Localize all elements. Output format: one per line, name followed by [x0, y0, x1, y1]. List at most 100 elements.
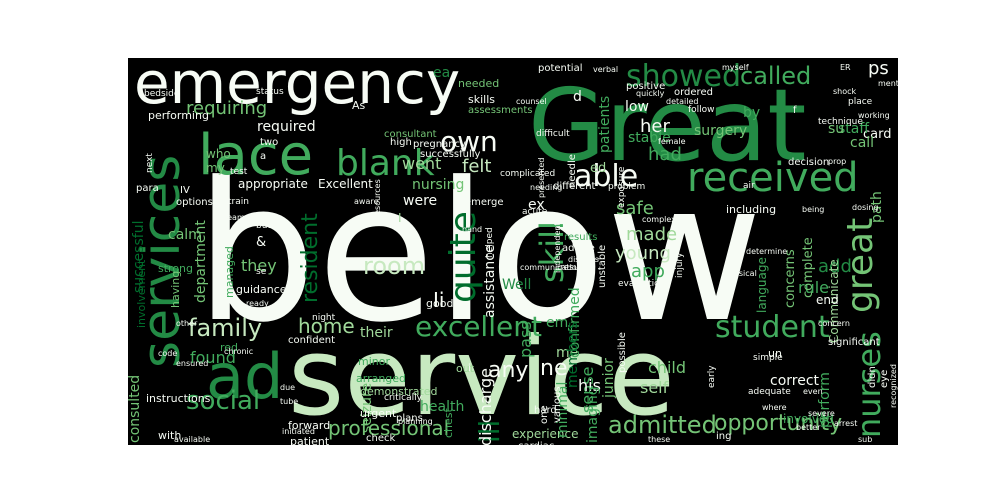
cloud-word: emerge: [465, 197, 504, 208]
cloud-word: next: [145, 153, 155, 173]
cloud-word: positive: [626, 81, 666, 92]
cloud-word: possible: [617, 332, 628, 373]
cloud-word: add: [818, 256, 852, 277]
cloud-word: se: [256, 267, 267, 277]
cloud-word: severe: [808, 409, 835, 418]
cloud-word: including: [726, 203, 777, 216]
cloud-word: high: [390, 137, 412, 148]
cloud-word: complicated: [500, 169, 556, 179]
cloud-word: one: [539, 405, 550, 424]
cloud-word: went: [402, 154, 442, 173]
cloud-word: un: [768, 347, 782, 360]
cloud-word: service: [288, 315, 675, 440]
cloud-word: needing: [530, 183, 563, 192]
cloud-word: safe: [616, 198, 654, 219]
cloud-word: where: [762, 403, 787, 412]
cloud-word: ps: [868, 58, 889, 79]
cloud-word: own: [440, 125, 498, 158]
cloud-word: admitted: [608, 411, 717, 439]
cloud-word: mental: [878, 79, 898, 88]
cloud-word: check: [366, 433, 396, 444]
cloud-word: a: [260, 151, 267, 162]
cloud-word: simple: [753, 353, 783, 363]
cloud-word: chronic: [224, 347, 254, 356]
cloud-word: forward: [288, 419, 331, 432]
cloud-word: call: [850, 135, 875, 151]
cloud-word: ensured: [176, 359, 209, 368]
cloud-word: two: [260, 137, 279, 148]
cloud-word: felt: [462, 156, 492, 177]
cloud-word: consulted: [128, 374, 143, 443]
cloud-word: managed: [223, 246, 236, 298]
cloud-word: confident: [288, 335, 336, 346]
cloud-word: arrest: [834, 419, 858, 428]
cloud-word: injury: [675, 252, 685, 278]
cloud-word: demonstrated: [360, 385, 438, 398]
cloud-word: staff: [838, 121, 870, 137]
cloud-word: needed: [458, 77, 500, 90]
cloud-word: ordered: [674, 87, 713, 98]
cloud-word: ready: [246, 299, 269, 308]
cloud-word: out: [456, 362, 475, 375]
cloud-word: complex: [642, 215, 676, 224]
cloud-word: night: [312, 313, 336, 323]
cloud-word: self: [640, 378, 669, 397]
cloud-word: language: [755, 257, 769, 313]
cloud-word: recognized: [889, 364, 898, 408]
cloud-word: advice: [562, 243, 595, 254]
cloud-word: consultant: [384, 129, 437, 140]
cloud-word: received: [687, 155, 859, 201]
cloud-word: technique: [818, 117, 863, 127]
cloud-word: by: [743, 105, 761, 121]
cloud-word: potential: [538, 63, 583, 74]
cloud-word: determine: [746, 247, 788, 256]
cloud-word: Great: [528, 67, 807, 184]
cloud-word: ad: [206, 340, 284, 413]
cloud-word: verbal: [593, 65, 619, 74]
cloud-word: me: [556, 345, 579, 361]
cloud-word: had: [648, 144, 682, 165]
cloud-word: different: [553, 181, 596, 192]
cloud-word: female: [658, 137, 686, 146]
cloud-word: room: [363, 252, 426, 280]
cloud-word: results: [564, 232, 598, 243]
cloud-word: ing: [716, 431, 732, 442]
cloud-word: distress: [568, 255, 599, 264]
cloud-word: blank: [336, 143, 435, 184]
cloud-word: skills: [468, 93, 496, 106]
cloud-word: chest: [442, 408, 455, 438]
cloud-word: d: [573, 89, 582, 105]
cloud-word: adequate: [748, 387, 791, 397]
cloud-word: low: [625, 99, 649, 115]
cloud-word: plans: [396, 413, 423, 424]
cloud-word: requiring: [186, 98, 268, 119]
cloud-word: unstable: [597, 244, 608, 288]
cloud-word: available: [174, 435, 211, 444]
cloud-word: card: [863, 127, 892, 142]
cloud-word: ex: [528, 197, 545, 213]
cloud-word: result: [560, 263, 586, 273]
cloud-word: instructions: [146, 392, 211, 405]
cloud-word: urgent: [360, 407, 397, 420]
cloud-word: various: [552, 386, 563, 423]
cloud-word: patients: [597, 95, 613, 153]
cloud-word: good: [426, 297, 454, 310]
cloud-word: place: [848, 97, 873, 107]
cloud-word: correct: [770, 373, 820, 389]
cloud-word: child: [648, 358, 686, 377]
cloud-word: myself: [722, 63, 749, 72]
cloud-word: shock: [833, 87, 857, 96]
cloud-word: para: [136, 183, 159, 194]
cloud-word: discharge: [476, 368, 495, 445]
cloud-word: communication: [520, 263, 582, 272]
cloud-word: other: [176, 319, 198, 328]
cloud-word: these: [648, 435, 671, 444]
cloud-word: any: [488, 358, 529, 383]
cloud-word: quickly: [636, 89, 665, 98]
cloud-word: Excellent: [318, 177, 373, 191]
cloud-word: they: [241, 256, 277, 275]
cloud-word: imaging: [585, 386, 601, 443]
cloud-word: members: [565, 321, 581, 388]
cloud-word: detailed: [666, 97, 699, 106]
cloud-word: early: [707, 365, 717, 388]
